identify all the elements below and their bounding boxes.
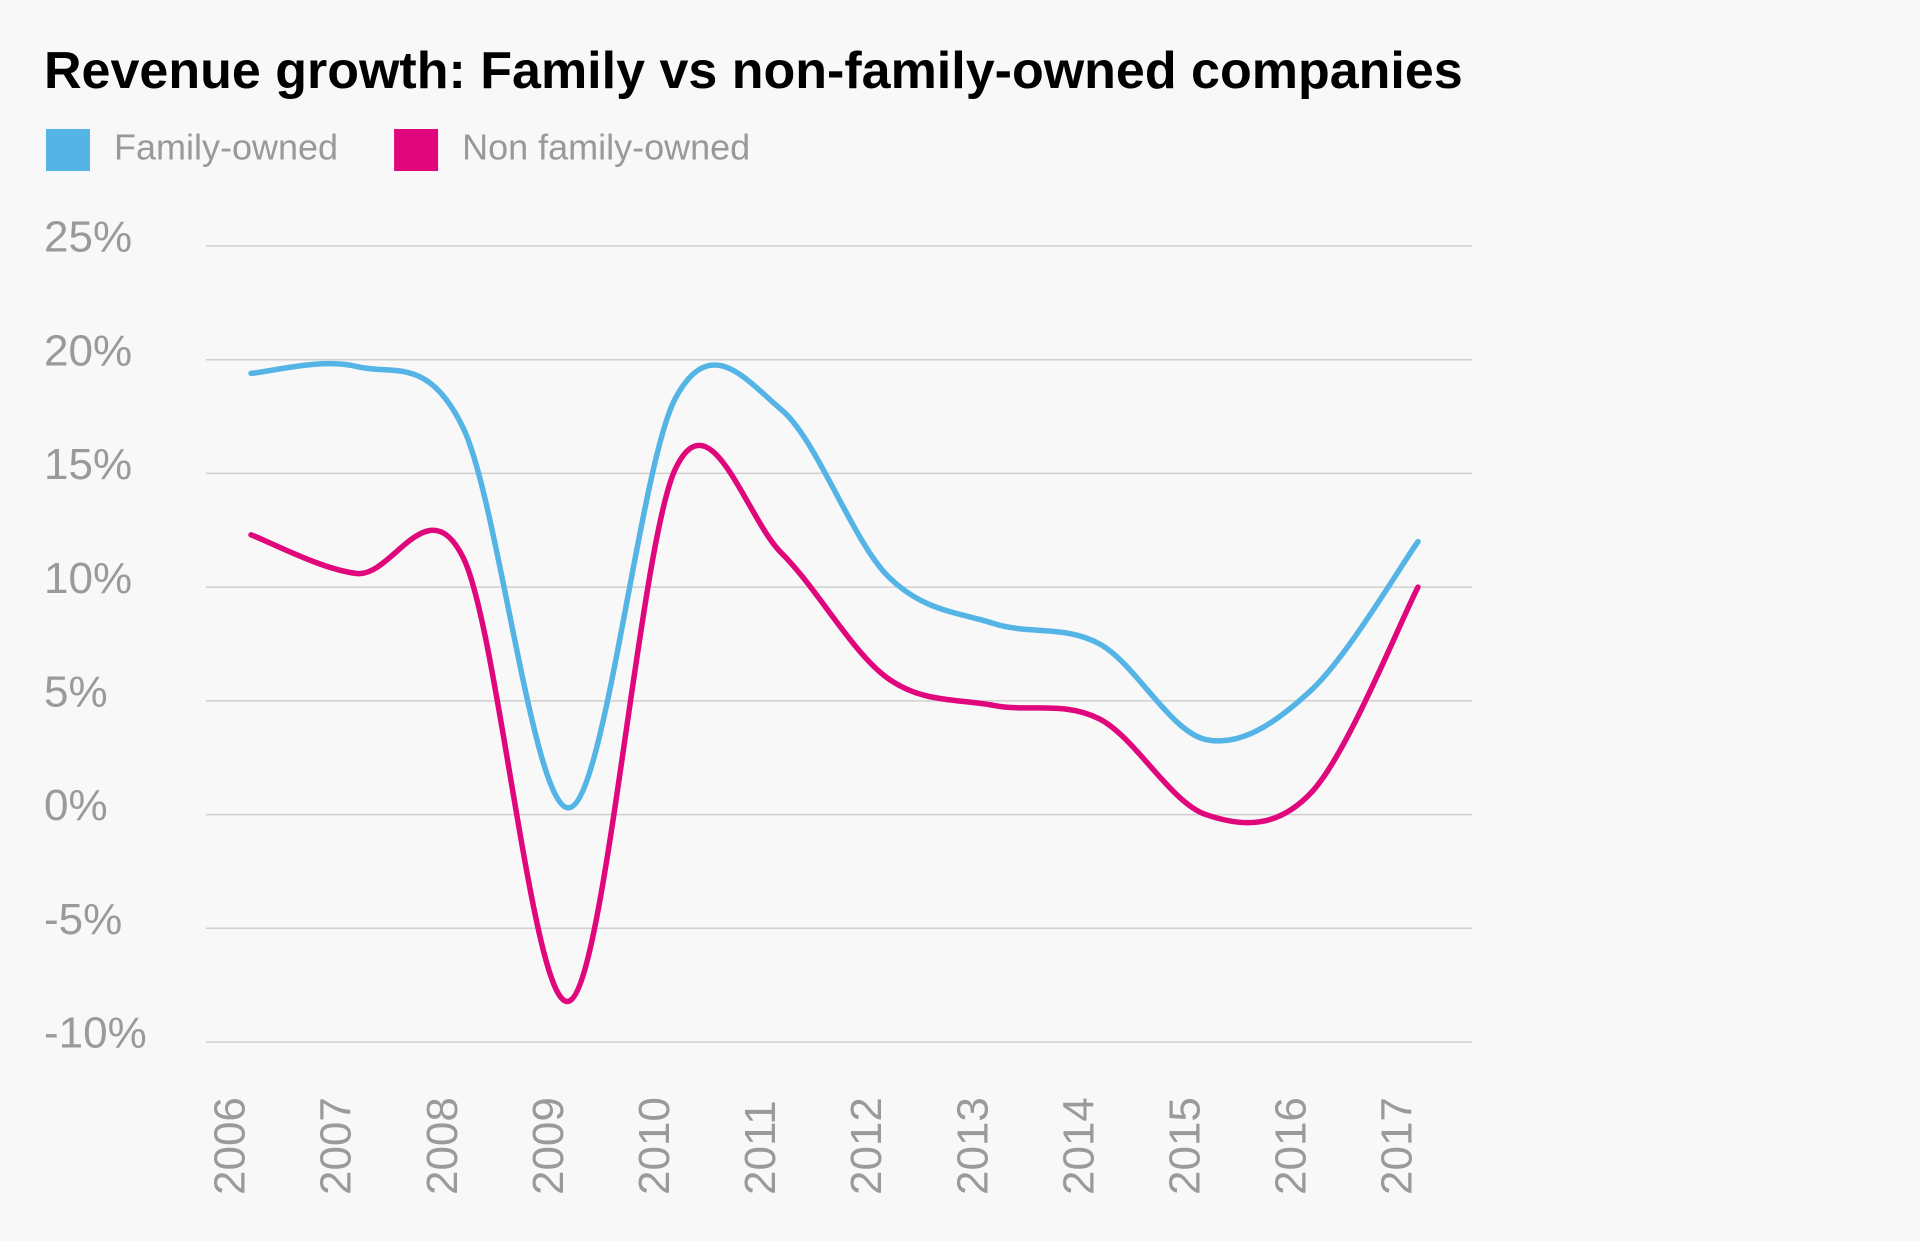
y-tick-label: 20% [44, 326, 132, 375]
series-line [248, 442, 1421, 1004]
x-tick-label: 2011 [736, 1100, 785, 1195]
y-tick-label: 0% [44, 781, 108, 830]
x-tick-label: 2009 [524, 1097, 573, 1195]
legend-swatch [46, 129, 90, 171]
legend-label: Non family-owned [462, 127, 750, 168]
y-tick-label: 10% [44, 554, 132, 603]
legend-swatch [394, 129, 439, 171]
y-tick-label: -5% [44, 895, 122, 944]
x-tick-label: 2012 [842, 1097, 891, 1195]
x-tick-label: 2007 [312, 1097, 361, 1195]
y-tick-label: 5% [44, 667, 108, 716]
x-tick-label: 2016 [1267, 1097, 1316, 1195]
x-tick-label: 2014 [1054, 1097, 1103, 1195]
x-tick-label: 2015 [1160, 1097, 1209, 1195]
x-tick-label: 2008 [418, 1097, 467, 1195]
series-line [248, 360, 1421, 811]
legend-label: Family-owned [114, 127, 338, 168]
x-tick-label: 2017 [1373, 1097, 1422, 1195]
x-tick-label: 2010 [630, 1097, 679, 1195]
y-tick-label: -10% [44, 1009, 147, 1058]
x-tick-label: 2006 [206, 1097, 255, 1195]
chart-title: Revenue growth: Family vs non-family-own… [44, 42, 1463, 100]
x-tick-label: 2013 [948, 1097, 997, 1195]
y-tick-label: 25% [44, 213, 132, 262]
y-tick-label: 15% [44, 440, 132, 489]
